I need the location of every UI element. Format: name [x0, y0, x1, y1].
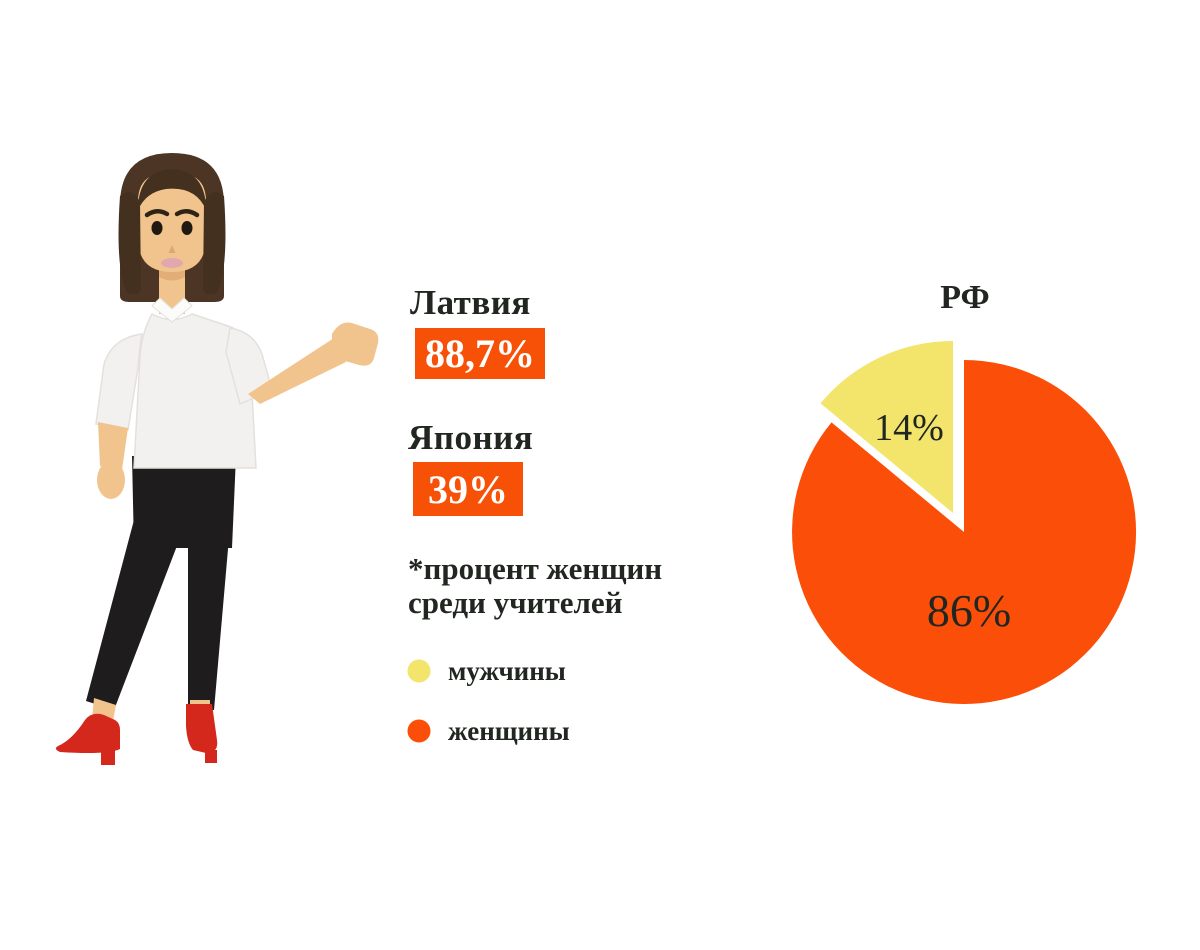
legend-item-women: женщины — [402, 711, 570, 751]
pie-label-14: 14% — [874, 407, 944, 449]
stat-box-japan: 39% — [408, 457, 528, 521]
stat-value-latvia: 88,7% — [425, 331, 535, 376]
woman-hand-right — [331, 322, 379, 366]
woman-forearm-left — [98, 422, 128, 470]
woman-nose — [168, 245, 176, 253]
woman-shoe-right — [186, 704, 218, 763]
woman-eye-right — [181, 221, 193, 235]
footnote-line-2: среди учителей — [408, 585, 623, 620]
woman-eyebrow-left — [144, 209, 170, 218]
stat-label-latvia: Латвия — [410, 283, 531, 322]
pie-chart-title: РФ — [940, 279, 990, 316]
woman-hair-lock-right — [203, 192, 226, 295]
pie-slice-men-14 — [820, 341, 953, 513]
footnote: *процент женщин среди учителей — [408, 552, 662, 620]
legend-item-men: мужчины — [402, 651, 570, 691]
woman-eyebrow-right — [174, 209, 200, 218]
legend-dot-men-icon — [404, 656, 434, 686]
woman-face — [138, 174, 206, 272]
stat-value-japan: 39% — [428, 466, 508, 512]
woman-sleeve-right — [225, 327, 273, 406]
woman-hair-lock-left — [118, 192, 141, 295]
stat-label-japan: Япония — [408, 418, 534, 457]
woman-shoe-left — [55, 713, 120, 765]
woman-hair-fringe — [138, 169, 206, 210]
stat-box-latvia: 88,7% — [410, 323, 550, 384]
legend-label-men: мужчины — [448, 655, 566, 686]
footnote-line-1: *процент женщин — [408, 551, 663, 586]
pie-label-86: 86% — [927, 585, 1011, 636]
woman-collar — [151, 297, 193, 323]
chart-legend: мужчины женщины — [402, 651, 570, 751]
legend-dot-women-icon — [404, 716, 434, 746]
woman-trousers — [86, 456, 236, 710]
woman-presenter-illustration — [55, 153, 379, 765]
woman-forearm-right — [248, 338, 346, 404]
woman-eye-left — [151, 221, 163, 235]
pie-chart: 14% 86% — [792, 341, 1137, 705]
pie-slice-women-86 — [792, 359, 1137, 705]
legend-label-women: женщины — [448, 715, 570, 746]
woman-sleeve-left — [95, 333, 143, 431]
woman-lips — [161, 258, 183, 268]
woman-hand-left — [97, 461, 125, 499]
